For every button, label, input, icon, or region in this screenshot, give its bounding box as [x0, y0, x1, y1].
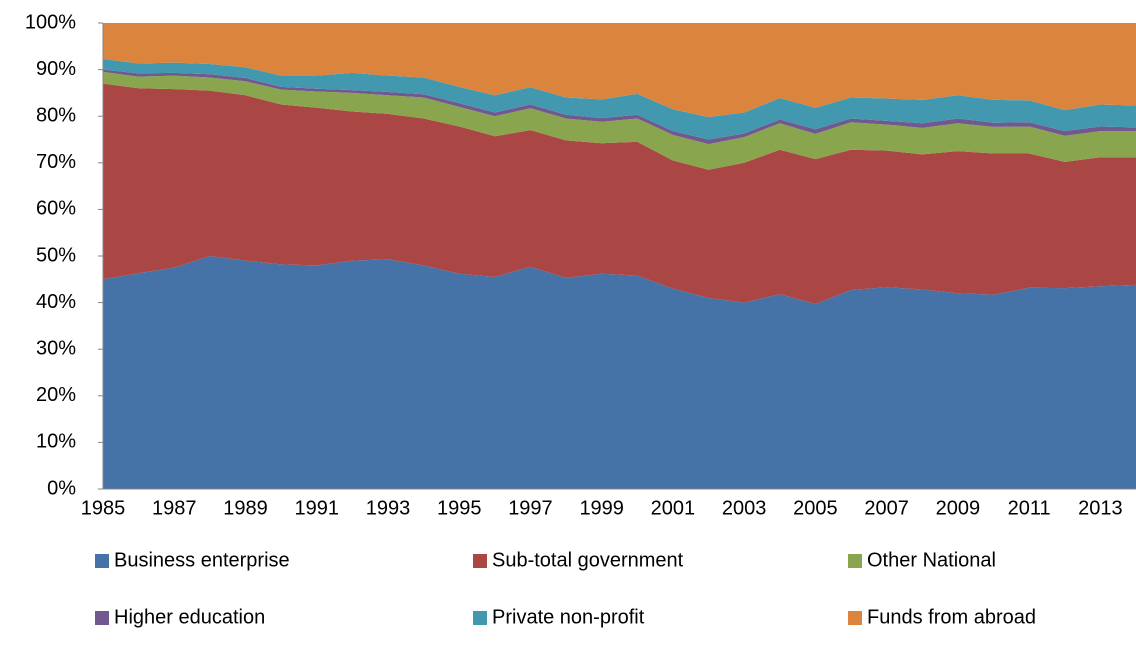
y-tick-label: 50%	[36, 244, 76, 266]
y-tick-label: 30%	[36, 337, 76, 359]
area	[103, 23, 1136, 118]
y-tick-label: 10%	[36, 431, 76, 453]
legend-swatch	[848, 554, 862, 568]
y-tick-label: 60%	[36, 198, 76, 220]
x-tick-label: 2007	[864, 497, 909, 519]
area	[103, 83, 1136, 304]
x-tick-label: 2001	[651, 497, 696, 519]
legend-label: Business enterprise	[114, 549, 290, 571]
x-tick-label: 1999	[579, 497, 624, 519]
legend-swatch	[473, 611, 487, 625]
legend-swatch	[95, 554, 109, 568]
y-tick-label: 0%	[47, 477, 76, 499]
y-tick-label: 70%	[36, 151, 76, 173]
legend-label: Other National	[867, 549, 996, 571]
x-tick-label: 1989	[223, 497, 268, 519]
y-tick-label: 80%	[36, 104, 76, 126]
x-tick-label: 2011	[1008, 497, 1051, 519]
x-tick-label: 1995	[437, 497, 482, 519]
x-tick-label: 2003	[722, 497, 767, 519]
y-tick-label: 40%	[36, 291, 76, 313]
legend-label: Higher education	[114, 606, 265, 628]
x-tick-label: 1991	[294, 497, 339, 519]
x-tick-label: 1997	[508, 497, 553, 519]
x-tick-label: 1993	[366, 497, 411, 519]
y-tick-label: 100%	[25, 11, 76, 33]
legend-label: Private non-profit	[492, 606, 645, 628]
area	[103, 256, 1136, 489]
x-tick-label: 1985	[81, 497, 126, 519]
area	[103, 58, 1136, 140]
legend-swatch	[473, 554, 487, 568]
y-tick-label: 90%	[36, 58, 76, 80]
x-tick-label: 2009	[936, 497, 981, 519]
legend-swatch	[95, 611, 109, 625]
area	[103, 69, 1136, 145]
legend-label: Funds from abroad	[867, 606, 1036, 628]
x-tick-label: 2005	[793, 497, 838, 519]
area	[103, 71, 1136, 170]
legend-label: Sub-total government	[492, 549, 684, 571]
y-tick-label: 20%	[36, 384, 76, 406]
legend-swatch	[848, 611, 862, 625]
x-tick-label: 2013	[1078, 497, 1123, 519]
x-tick-label: 1987	[152, 497, 197, 519]
